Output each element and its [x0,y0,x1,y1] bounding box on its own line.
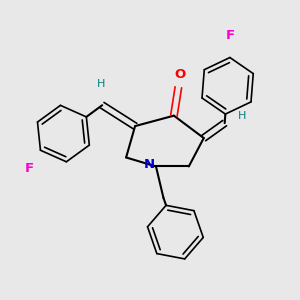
Text: H: H [97,79,105,89]
Text: F: F [226,29,235,42]
Text: N: N [143,158,155,171]
Text: F: F [25,162,34,175]
Text: O: O [174,68,185,81]
Text: H: H [238,111,247,121]
